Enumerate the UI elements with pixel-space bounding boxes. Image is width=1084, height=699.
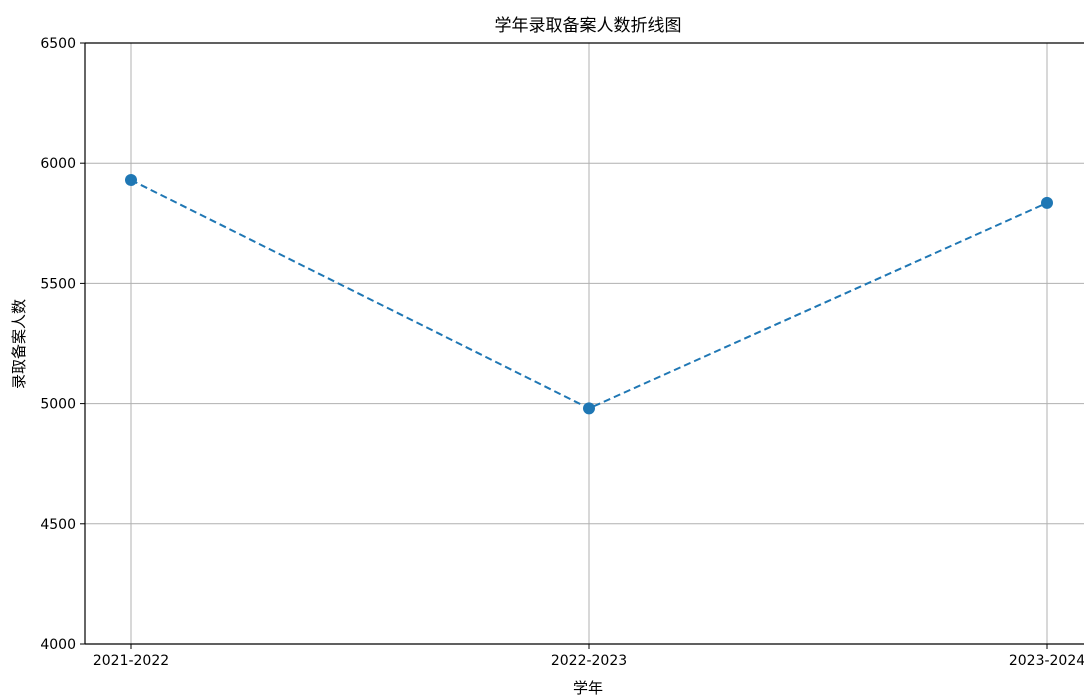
series-layer — [125, 174, 1053, 415]
data-point — [125, 174, 137, 187]
axes — [84, 42, 1084, 645]
data-point — [583, 402, 595, 415]
y-tick-label: 5500 — [40, 276, 76, 292]
x-tick-label: 2022-2023 — [551, 653, 627, 669]
y-tick-label: 6500 — [40, 36, 76, 52]
y-tick-label: 4500 — [40, 517, 76, 533]
y-tick-label: 5000 — [40, 397, 76, 413]
x-tick-label: 2023-2024 — [1009, 653, 1084, 669]
tick-marks: 4000 4500 5000 5500 6000 6500 2021-2022 2022-20… — [40, 36, 1084, 669]
x-axis-title: 学年 — [573, 679, 603, 695]
y-tick-label: 4000 — [40, 637, 76, 653]
data-point — [1041, 196, 1053, 209]
grid-lines — [85, 43, 1084, 644]
y-axis-title: 录取备案人数 — [10, 299, 28, 389]
x-tick-label: 2021-2022 — [93, 653, 169, 669]
y-tick-label: 6000 — [40, 156, 76, 172]
chart-title: 学年录取备案人数折线图 — [495, 16, 682, 36]
